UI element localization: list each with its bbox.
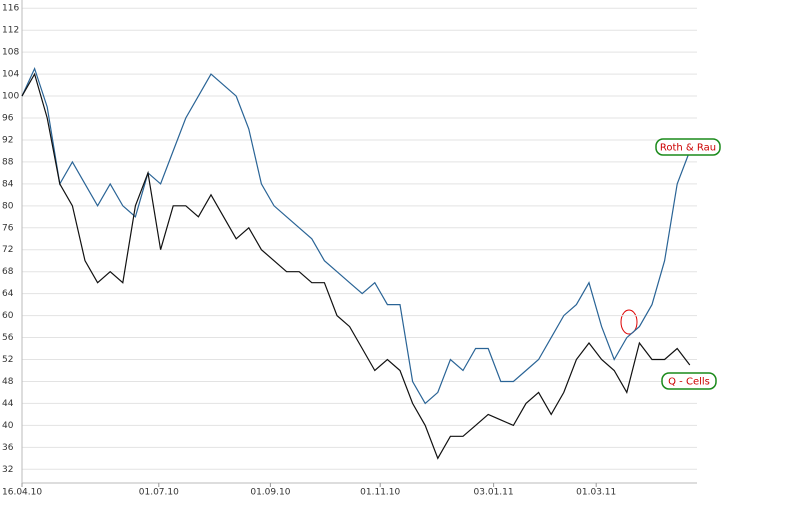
y-tick-label: 52	[2, 355, 13, 365]
x-tick-label: 01.09.10	[250, 488, 290, 498]
y-tick-label: 116	[2, 4, 19, 14]
series-line	[21, 72, 691, 460]
y-tick-label: 40	[2, 421, 14, 431]
highlight-circle	[620, 309, 638, 335]
series-label-box	[655, 138, 721, 156]
y-tick-label: 68	[2, 267, 14, 277]
y-tick-label: 36	[2, 443, 14, 453]
x-tick-label: 01.03.11	[576, 488, 616, 498]
y-tick-label: 44	[2, 399, 14, 409]
y-tick-label: 32	[2, 465, 13, 475]
y-tick-label: 112	[2, 26, 19, 36]
series-label: Q - Cells	[668, 377, 710, 388]
y-tick-label: 104	[2, 70, 19, 80]
x-tick-label: 01.11.10	[360, 488, 400, 498]
y-tick-label: 64	[2, 289, 14, 299]
series-label: Roth & Rau	[660, 143, 716, 154]
y-tick-label: 56	[2, 333, 14, 343]
y-tick-label: 76	[2, 223, 14, 233]
y-tick-label: 88	[2, 157, 14, 167]
y-tick-label: 92	[2, 135, 13, 145]
y-tick-label: 84	[2, 179, 14, 189]
x-tick-label: 16.04.10	[2, 488, 42, 498]
y-tick-label: 60	[2, 311, 14, 321]
y-tick-label: 100	[2, 92, 19, 102]
y-tick-label: 80	[2, 201, 14, 211]
x-tick-label: 03.01.11	[474, 488, 514, 498]
y-tick-label: 48	[2, 377, 14, 387]
y-tick-label: 72	[2, 245, 13, 255]
x-tick-label: 01.07.10	[139, 488, 179, 498]
y-tick-label: 96	[2, 114, 14, 124]
series-label-box	[661, 372, 717, 390]
y-tick-label: 108	[2, 48, 19, 58]
